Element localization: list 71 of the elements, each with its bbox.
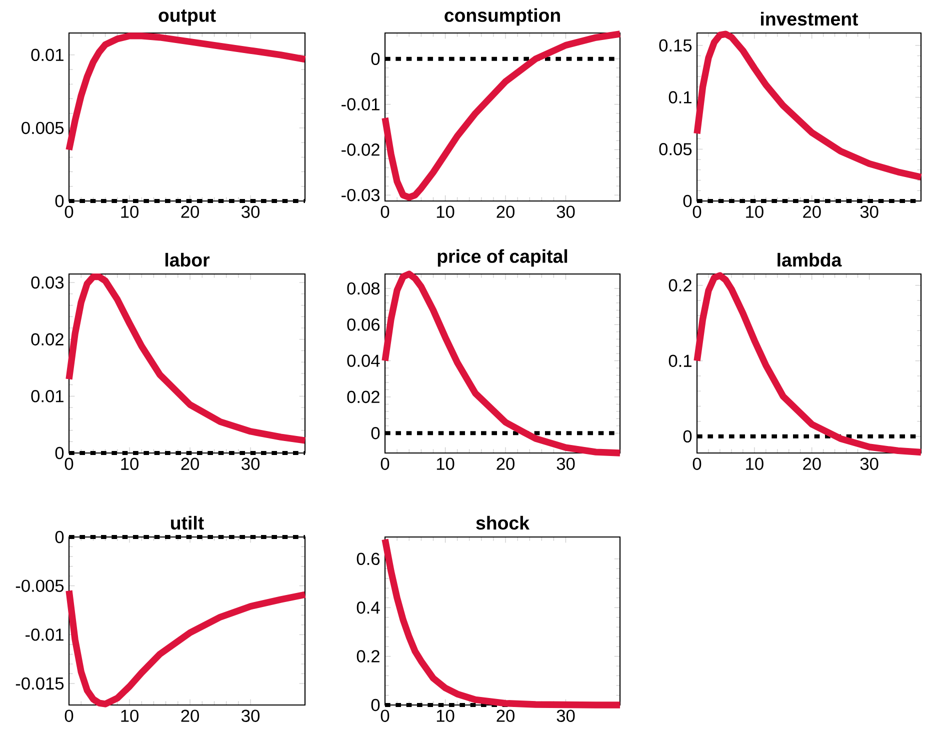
chart-title: price of capital <box>438 249 568 267</box>
x-tick-label: 30 <box>860 206 878 218</box>
x-tick-label: 20 <box>181 710 199 722</box>
x-tick-label: 30 <box>242 206 260 218</box>
y-tick-label: 0 <box>371 52 380 66</box>
chart-title: shock <box>476 516 530 530</box>
x-tick-label: 10 <box>121 206 138 218</box>
y-tick-label: 0.08 <box>347 282 380 295</box>
x-tick-label: 30 <box>242 710 260 722</box>
x-tick-label: 10 <box>121 458 138 470</box>
y-tick-label: 0.2 <box>668 279 692 292</box>
y-tick-label: 0.05 <box>659 143 692 156</box>
x-tick-label: 20 <box>803 206 821 218</box>
x-tick-label: 20 <box>181 206 199 218</box>
x-tick-label: 0 <box>692 458 702 470</box>
x-tick-label: 10 <box>436 458 454 470</box>
x-tick-label: 0 <box>64 206 74 218</box>
y-tick-label: 0 <box>683 194 692 208</box>
y-tick-label: 0.1 <box>668 91 692 104</box>
y-tick-label: 0.01 <box>31 390 64 402</box>
y-tick-label: 0.02 <box>347 390 380 404</box>
y-tick-label: 0.02 <box>31 333 64 346</box>
y-tick-label: -0.03 <box>342 188 380 202</box>
x-tick-label: 30 <box>556 710 575 722</box>
x-tick-label: 0 <box>64 710 74 722</box>
x-tick-label: 30 <box>556 206 575 218</box>
y-tick-label: 0 <box>55 530 64 544</box>
x-tick-label: 30 <box>242 458 260 470</box>
y-tick-label: -0.01 <box>342 98 380 110</box>
chart-title: consumption <box>444 8 560 26</box>
x-tick-label: 10 <box>746 206 764 218</box>
y-tick-label: 0.04 <box>347 354 380 367</box>
y-tick-label: 0.15 <box>659 39 692 52</box>
x-tick-label: 30 <box>860 458 878 470</box>
y-tick-label: 0 <box>683 430 692 443</box>
chart-title: labor <box>165 252 210 267</box>
x-tick-label: 0 <box>380 458 390 470</box>
y-tick-label: -0.02 <box>342 144 380 156</box>
chart-title: output <box>158 10 216 26</box>
y-tick-label: 0.01 <box>31 48 64 62</box>
y-tick-label: 0 <box>55 446 64 460</box>
chart-title: lambda <box>778 252 842 267</box>
x-tick-label: 10 <box>121 710 138 722</box>
x-tick-label: 20 <box>803 458 821 470</box>
x-tick-label: 0 <box>380 710 390 722</box>
x-tick-label: 20 <box>496 458 514 470</box>
y-tick-label: -0.015 <box>16 677 64 690</box>
x-tick-label: 10 <box>746 458 764 470</box>
y-tick-label: -0.01 <box>26 628 64 641</box>
x-tick-label: 30 <box>556 458 575 470</box>
y-tick-label: 0.1 <box>668 354 692 367</box>
x-tick-label: 0 <box>64 458 74 470</box>
y-tick-label: 0 <box>371 698 380 712</box>
x-tick-label: 10 <box>436 710 454 722</box>
y-tick-label: 0.06 <box>347 318 380 331</box>
y-tick-label: 0 <box>371 426 380 440</box>
x-tick-label: 0 <box>692 206 702 218</box>
chart-title: utilt <box>171 516 204 530</box>
y-tick-label: 0.03 <box>31 276 64 289</box>
y-tick-label: 0.2 <box>356 650 380 662</box>
x-tick-label: 0 <box>380 206 390 218</box>
x-tick-label: 20 <box>181 458 199 470</box>
y-tick-label: 0.6 <box>356 552 380 566</box>
chart-title: investment <box>761 12 858 26</box>
y-tick-label: -0.005 <box>16 580 64 592</box>
x-tick-label: 20 <box>496 710 514 722</box>
y-tick-label: 0 <box>55 194 64 208</box>
y-tick-label: 0.005 <box>22 122 64 134</box>
y-tick-label: 0.4 <box>356 601 380 614</box>
x-tick-label: 20 <box>496 206 514 218</box>
x-tick-label: 10 <box>436 206 454 218</box>
